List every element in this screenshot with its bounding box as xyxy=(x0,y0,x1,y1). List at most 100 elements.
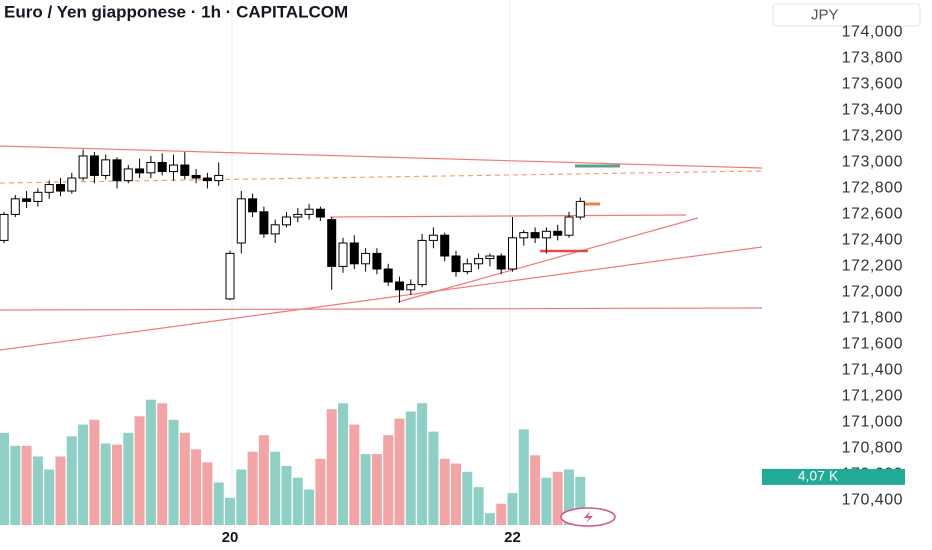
candle-body xyxy=(361,252,371,265)
volume-bar xyxy=(428,431,439,525)
candle-body xyxy=(169,164,178,173)
volume-bar xyxy=(66,436,77,525)
volume-bar xyxy=(258,435,269,525)
chart-title: Euro / Yen giapponese · 1h · CAPITALCOM xyxy=(4,2,348,21)
volume-bar xyxy=(236,469,247,525)
volume-bar xyxy=(518,429,529,525)
candle-body xyxy=(259,211,269,235)
candle-body xyxy=(474,258,484,265)
volume-bar xyxy=(417,403,428,525)
volume-bar xyxy=(304,489,315,525)
axis-labels: 170,400170,600170,800171,000171,200171,4… xyxy=(222,24,905,546)
candle-body xyxy=(496,255,506,270)
volume-bar xyxy=(225,497,235,525)
candle-body xyxy=(33,191,43,202)
volume-bar xyxy=(473,487,484,525)
volume-bar xyxy=(338,403,348,525)
x-tick-label: 22 xyxy=(504,529,521,546)
candle-body xyxy=(10,198,20,215)
candle-body xyxy=(214,174,224,182)
candle-body xyxy=(508,237,517,270)
y-tick-label: 172,800 xyxy=(842,180,903,197)
volume-bar xyxy=(179,432,190,525)
volume-bar xyxy=(134,416,145,525)
candle-body xyxy=(372,252,382,270)
y-tick-label: 171,200 xyxy=(842,388,903,405)
volume-bar xyxy=(55,456,66,525)
y-tick-label: 170,800 xyxy=(842,440,903,457)
y-tick-label: 173,200 xyxy=(842,128,903,145)
candle-body xyxy=(282,216,291,226)
candle-body xyxy=(135,168,145,174)
volume-bar xyxy=(10,445,21,525)
volume-bar xyxy=(507,493,518,525)
volume-bar xyxy=(21,445,32,525)
y-tick-label: 171,400 xyxy=(842,362,903,379)
y-tick-label: 171,600 xyxy=(842,336,903,353)
event-icon xyxy=(584,511,593,523)
candle-body xyxy=(327,219,337,267)
volume-bar xyxy=(405,411,416,525)
x-tick-label: 20 xyxy=(222,529,239,546)
candle-body xyxy=(349,242,359,265)
candle-body xyxy=(89,155,99,176)
candle-body xyxy=(541,230,551,239)
candle-body xyxy=(202,177,212,182)
volume-bar xyxy=(78,424,89,525)
candle-body xyxy=(123,168,133,182)
volume-bar xyxy=(451,463,461,525)
currency-button[interactable] xyxy=(772,3,921,27)
volume-bar xyxy=(530,455,541,525)
volume-bar xyxy=(394,418,405,525)
candle-body xyxy=(225,252,235,300)
volume-bar xyxy=(349,424,360,525)
candle-body xyxy=(383,268,393,283)
candle-body xyxy=(564,216,574,236)
volume-bar xyxy=(564,469,574,525)
candle-body xyxy=(417,239,427,286)
y-tick-label: 172,200 xyxy=(842,258,903,275)
candle-body xyxy=(451,255,461,273)
volume-bar xyxy=(168,419,179,525)
candle-body xyxy=(530,232,540,239)
candle-body xyxy=(101,159,111,176)
volume-bar xyxy=(484,513,495,525)
trend-line xyxy=(0,307,763,311)
candle-body xyxy=(338,242,348,267)
candle-body xyxy=(485,255,495,260)
volume-bar xyxy=(383,435,394,525)
currency[interactable]: JPY xyxy=(811,6,839,23)
y-tick-label: 171,800 xyxy=(842,310,903,327)
volume-bar xyxy=(247,451,258,525)
y-tick-label: 172,600 xyxy=(842,206,903,223)
candle-body xyxy=(236,198,246,244)
candle-body xyxy=(440,234,450,257)
candle-body xyxy=(22,198,32,202)
candle-body xyxy=(146,161,156,174)
candle-body xyxy=(44,184,54,193)
volume-bar xyxy=(44,469,55,525)
y-tick-label: 173,800 xyxy=(842,50,903,67)
candle-body xyxy=(112,159,122,182)
volume-bar xyxy=(89,419,100,525)
trend-line xyxy=(397,217,699,303)
volume-bar xyxy=(32,456,43,525)
candle-body xyxy=(293,213,303,218)
candle-body xyxy=(78,155,88,179)
volume-bar xyxy=(123,432,134,525)
volume-bar xyxy=(439,458,450,525)
volume-bar xyxy=(112,444,122,525)
volume-bar xyxy=(100,443,111,525)
candle-body xyxy=(304,208,314,215)
volume-bar xyxy=(371,454,382,525)
volume-pane xyxy=(0,399,586,525)
candle-body xyxy=(248,198,258,213)
volume-tag-label: 4,07 K xyxy=(798,468,839,484)
candle-body xyxy=(575,200,585,218)
volume-bar xyxy=(575,476,586,525)
volume-bar xyxy=(281,465,292,525)
y-tick-label: 172,000 xyxy=(842,284,903,301)
candle-body xyxy=(553,230,563,236)
volume-bar xyxy=(270,451,281,525)
